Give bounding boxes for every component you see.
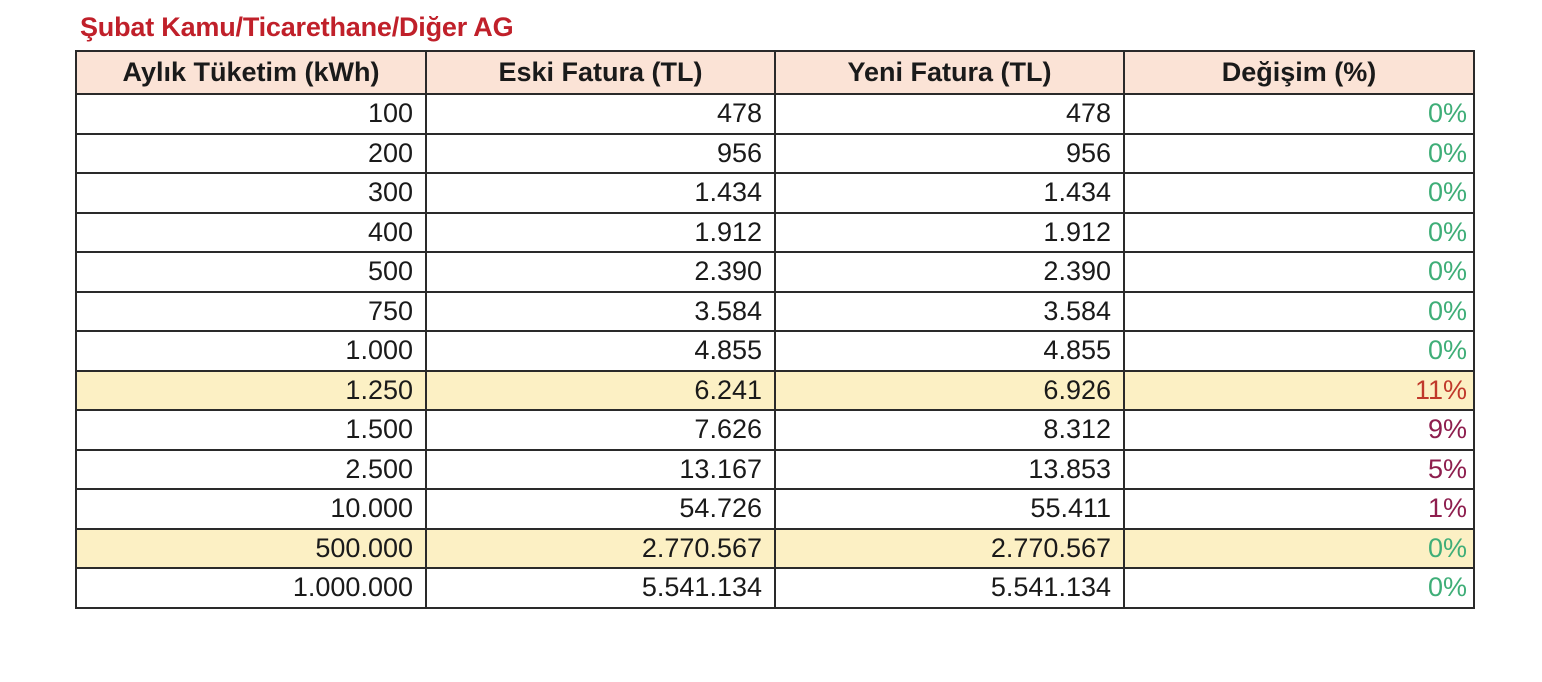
consumption-cell: 1.500: [75, 409, 427, 451]
new-bill-cell: 13.853: [774, 448, 1125, 490]
new-bill-cell: 2.390: [774, 251, 1125, 293]
table-row: 100 478 478 0%: [75, 93, 1475, 135]
consumption-cell: 100: [75, 93, 427, 135]
new-bill-cell: 478: [774, 93, 1125, 135]
change-cell: 0%: [1123, 290, 1475, 332]
change-cell: 11%: [1123, 369, 1475, 411]
consumption-cell: 10.000: [75, 488, 427, 530]
old-bill-cell: 1.912: [425, 211, 776, 253]
table-body: 100 478 478 0% 200 956 956 0% 300 1.434 1.434 0% 400…: [75, 93, 1475, 609]
new-bill-cell: 8.312: [774, 409, 1125, 451]
old-bill-cell: 7.626: [425, 409, 776, 451]
new-bill-cell: 55.411: [774, 488, 1125, 530]
old-bill-cell: 2.390: [425, 251, 776, 293]
consumption-cell: 750: [75, 290, 427, 332]
old-bill-cell: 13.167: [425, 448, 776, 490]
change-cell: 9%: [1123, 409, 1475, 451]
table-row: 1.000 4.855 4.855 0%: [75, 330, 1475, 372]
old-bill-cell: 2.770.567: [425, 527, 776, 569]
table-row: 1.250 6.241 6.926 11%: [75, 369, 1475, 411]
consumption-cell: 2.500: [75, 448, 427, 490]
consumption-cell: 400: [75, 211, 427, 253]
change-cell: 5%: [1123, 448, 1475, 490]
consumption-cell: 1.000.000: [75, 567, 427, 609]
table-row: 10.000 54.726 55.411 1%: [75, 488, 1475, 530]
new-bill-cell: 1.434: [774, 172, 1125, 214]
column-header-change: Değişim (%): [1123, 50, 1475, 95]
new-bill-cell: 5.541.134: [774, 567, 1125, 609]
table-row: 500.000 2.770.567 2.770.567 0%: [75, 527, 1475, 569]
new-bill-cell: 3.584: [774, 290, 1125, 332]
column-header-old-bill: Eski Fatura (TL): [425, 50, 776, 95]
table-row: 2.500 13.167 13.853 5%: [75, 448, 1475, 490]
change-cell: 0%: [1123, 567, 1475, 609]
change-cell: 0%: [1123, 251, 1475, 293]
table-row: 750 3.584 3.584 0%: [75, 290, 1475, 332]
table-row: 300 1.434 1.434 0%: [75, 172, 1475, 214]
old-bill-cell: 3.584: [425, 290, 776, 332]
new-bill-cell: 1.912: [774, 211, 1125, 253]
old-bill-cell: 1.434: [425, 172, 776, 214]
page-title: Şubat Kamu/Ticarethane/Diğer AG: [80, 12, 514, 42]
old-bill-cell: 478: [425, 93, 776, 135]
change-cell: 0%: [1123, 330, 1475, 372]
old-bill-cell: 5.541.134: [425, 567, 776, 609]
new-bill-cell: 4.855: [774, 330, 1125, 372]
old-bill-cell: 54.726: [425, 488, 776, 530]
change-cell: 0%: [1123, 211, 1475, 253]
table-row: 500 2.390 2.390 0%: [75, 251, 1475, 293]
table-row: 1.000.000 5.541.134 5.541.134 0%: [75, 567, 1475, 609]
old-bill-cell: 956: [425, 132, 776, 174]
consumption-cell: 1.250: [75, 369, 427, 411]
column-header-new-bill: Yeni Fatura (TL): [774, 50, 1125, 95]
old-bill-cell: 6.241: [425, 369, 776, 411]
tariff-table: Aylık Tüketim (kWh) Eski Fatura (TL) Yen…: [75, 50, 1475, 609]
column-header-consumption: Aylık Tüketim (kWh): [75, 50, 427, 95]
change-cell: 0%: [1123, 93, 1475, 135]
change-cell: 1%: [1123, 488, 1475, 530]
change-cell: 0%: [1123, 527, 1475, 569]
consumption-cell: 1.000: [75, 330, 427, 372]
change-cell: 0%: [1123, 172, 1475, 214]
table-header-row: Aylık Tüketim (kWh) Eski Fatura (TL) Yen…: [75, 50, 1475, 95]
old-bill-cell: 4.855: [425, 330, 776, 372]
new-bill-cell: 2.770.567: [774, 527, 1125, 569]
consumption-cell: 300: [75, 172, 427, 214]
change-cell: 0%: [1123, 132, 1475, 174]
new-bill-cell: 956: [774, 132, 1125, 174]
table-row: 200 956 956 0%: [75, 132, 1475, 174]
table-row: 1.500 7.626 8.312 9%: [75, 409, 1475, 451]
consumption-cell: 500.000: [75, 527, 427, 569]
table-row: 400 1.912 1.912 0%: [75, 211, 1475, 253]
consumption-cell: 500: [75, 251, 427, 293]
consumption-cell: 200: [75, 132, 427, 174]
new-bill-cell: 6.926: [774, 369, 1125, 411]
